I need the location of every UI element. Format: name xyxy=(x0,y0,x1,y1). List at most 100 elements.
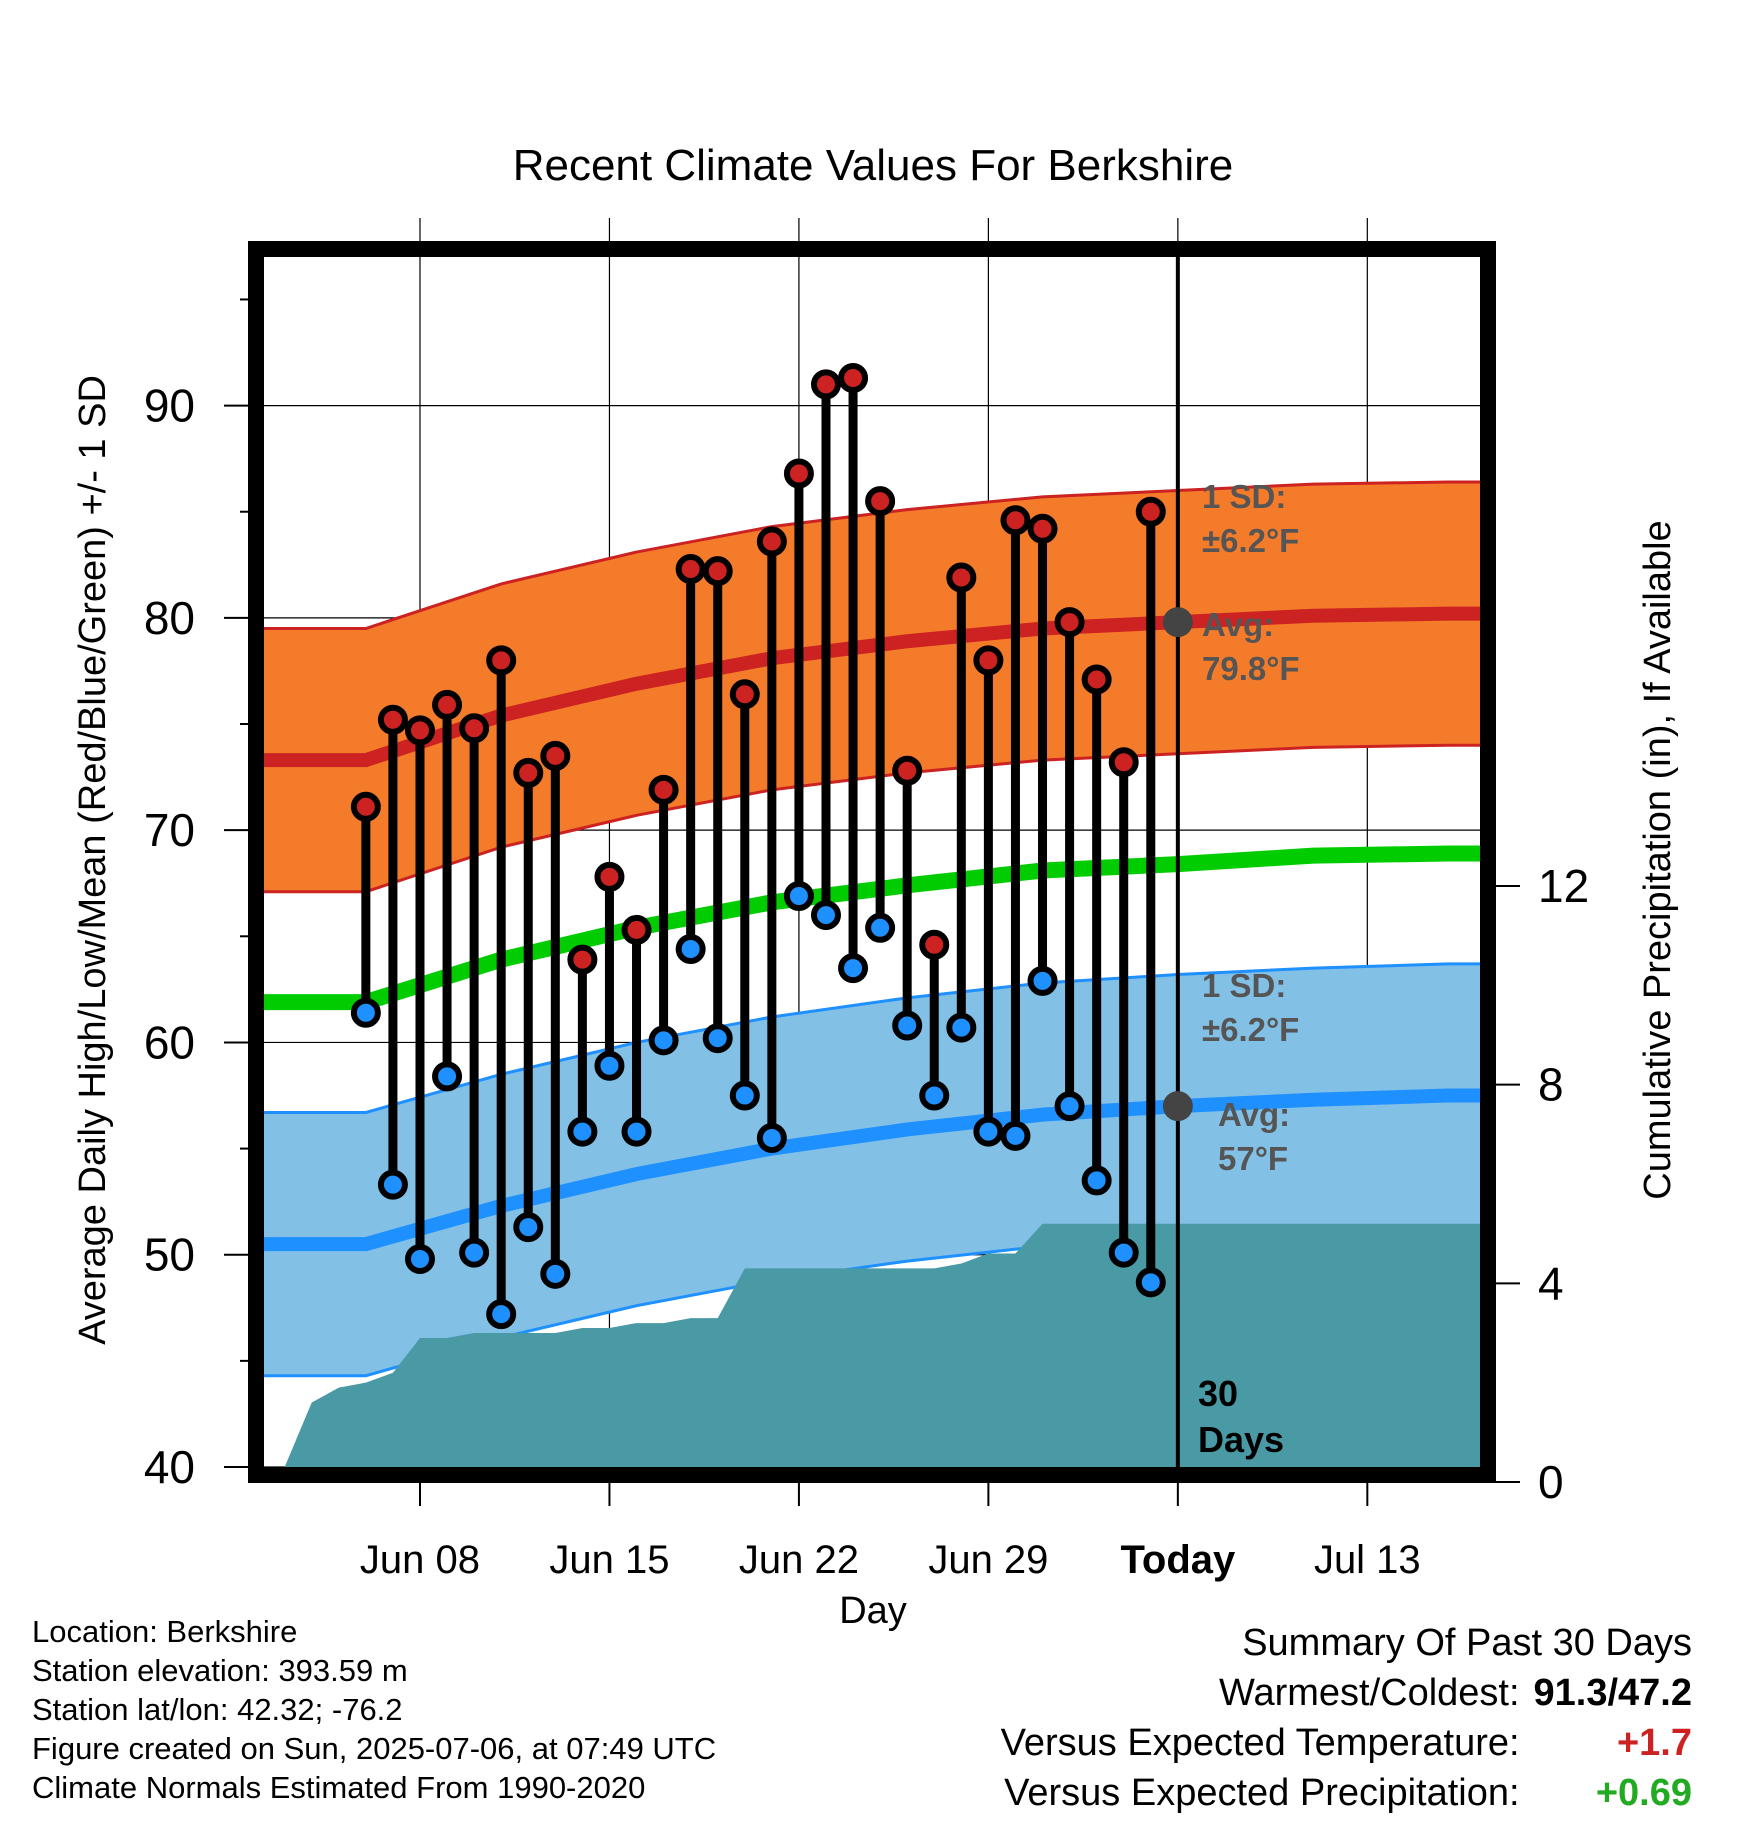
daily-high-point xyxy=(486,645,517,676)
y-tick-label-left: 90 xyxy=(144,380,195,432)
daily-low-point xyxy=(1000,1120,1031,1151)
daily-low-point xyxy=(729,1080,760,1111)
daily-high-point xyxy=(892,755,923,786)
summary-title: Summary Of Past 30 Days xyxy=(1242,1622,1692,1664)
precip-area xyxy=(284,1223,1481,1467)
daily-low-point xyxy=(1054,1091,1085,1122)
x-axis-label: Day xyxy=(839,1590,907,1632)
daily-low-point xyxy=(783,880,814,911)
daily-low-point xyxy=(946,1012,977,1043)
daily-low-point xyxy=(621,1116,652,1147)
daily-high-point xyxy=(513,757,544,788)
warmest-label: Warmest/Coldest: xyxy=(1218,1672,1520,1714)
low-avg-label: Avg: xyxy=(1218,1096,1290,1133)
daily-low-point xyxy=(1027,965,1058,996)
x-tick-label: Jun 15 xyxy=(549,1538,669,1582)
daily-high-point xyxy=(594,861,625,892)
daily-high-point xyxy=(648,774,679,805)
daily-low-point xyxy=(350,997,381,1028)
daily-high-point xyxy=(459,713,490,744)
y-tick-label-left: 80 xyxy=(144,592,195,644)
daily-high-point xyxy=(350,791,381,822)
avg-low-line xyxy=(263,1088,1481,1252)
daily-low-point xyxy=(540,1258,571,1289)
y-tick-label-left: 60 xyxy=(144,1016,195,1068)
y-axis-label-left: Average Daily High/Low/Mean (Red/Blue/Gr… xyxy=(72,375,114,1345)
daily-low-point xyxy=(756,1122,787,1153)
daily-low-point xyxy=(702,1023,733,1054)
daily-low-point xyxy=(919,1080,950,1111)
x-axis: Jun 08 Jun 15 Jun 22 Jun 29 Today Jul 13 xyxy=(360,1475,1421,1582)
daily-low-point xyxy=(675,934,706,965)
daily-low-point xyxy=(865,912,896,943)
today-avg-low-marker xyxy=(1162,1091,1193,1122)
daily-low-point xyxy=(973,1116,1004,1147)
station-info: Location: Berkshire Station elevation: 3… xyxy=(32,1612,716,1807)
x-tick-label: Jun 22 xyxy=(739,1538,859,1582)
daily-range-stems xyxy=(361,378,1156,1315)
y-axis-left: 40 50 60 70 80 90 xyxy=(144,298,256,1493)
x-tick-label: Jun 29 xyxy=(928,1538,1048,1582)
daily-low-point xyxy=(432,1061,463,1092)
daily-high-point xyxy=(567,944,598,975)
daily-high-point xyxy=(1000,505,1031,536)
low-avg-value: 57°F xyxy=(1218,1140,1288,1177)
daily-high-point xyxy=(621,914,652,945)
low-sd-value: ±6.2°F xyxy=(1202,1011,1299,1048)
daily-high-point xyxy=(1054,607,1085,638)
y-axis-right: 0 4 8 12 xyxy=(1488,860,1589,1508)
days-label-number: 30 xyxy=(1198,1373,1238,1414)
temp-vs-expected-label: Versus Expected Temperature: xyxy=(1000,1722,1520,1764)
daily-high-point xyxy=(540,740,571,771)
y-tick-label-right: 12 xyxy=(1538,860,1589,912)
daily-high-point xyxy=(919,929,950,960)
info-elevation: Station elevation: 393.59 m xyxy=(32,1653,408,1688)
daily-points xyxy=(350,363,1166,1330)
daily-low-point xyxy=(377,1169,408,1200)
daily-low-point xyxy=(810,900,841,931)
plot-frame xyxy=(248,241,1496,1483)
today-avg-high-marker xyxy=(1162,607,1193,638)
daily-low-point xyxy=(486,1299,517,1330)
x-tick-label: Today xyxy=(1120,1538,1236,1582)
high-avg-value: 79.8°F xyxy=(1202,650,1300,687)
daily-low-point xyxy=(1108,1237,1139,1268)
daily-high-point xyxy=(783,458,814,489)
high-annotation: 1 SD: ±6.2°F Avg: 79.8°F 1 SD: ±6.2°F Av… xyxy=(1202,478,1300,1177)
daily-low-point xyxy=(1081,1165,1112,1196)
today-line-group xyxy=(1162,257,1193,1467)
daily-high-point xyxy=(675,554,706,585)
daily-high-point xyxy=(377,704,408,735)
low-sd-label: 1 SD: xyxy=(1202,967,1286,1004)
x-tick-label: Jul 13 xyxy=(1314,1538,1421,1582)
precip-vs-expected-value: +0.69 xyxy=(1595,1772,1692,1814)
warmest-value: 91.3/47.2 xyxy=(1533,1672,1692,1714)
daily-low-point xyxy=(1135,1267,1166,1298)
daily-high-point xyxy=(865,486,896,517)
daily-high-point xyxy=(1027,513,1058,544)
daily-high-point xyxy=(1108,747,1139,778)
daily-low-point xyxy=(648,1025,679,1056)
high-sd-value: ±6.2°F xyxy=(1202,522,1299,559)
chart-title: Recent Climate Values For Berkshire xyxy=(513,141,1234,190)
temp-vs-expected-value: +1.7 xyxy=(1616,1722,1692,1764)
daily-high-point xyxy=(756,526,787,557)
info-location: Location: Berkshire xyxy=(32,1614,298,1649)
days-label-word: Days xyxy=(1198,1419,1284,1460)
x-tick-label: Jun 08 xyxy=(360,1538,480,1582)
y-tick-label-right: 0 xyxy=(1538,1456,1564,1508)
daily-low-point xyxy=(513,1212,544,1243)
daily-high-point xyxy=(838,363,869,393)
high-sd-label: 1 SD: xyxy=(1202,478,1286,515)
daily-high-point xyxy=(702,556,733,587)
daily-high-point xyxy=(810,369,841,400)
cumulative-precip-area xyxy=(284,1223,1481,1467)
y-tick-label-left: 50 xyxy=(144,1229,195,1281)
info-latlon: Station lat/lon: 42.32; -76.2 xyxy=(32,1692,403,1727)
daily-low-point xyxy=(594,1050,625,1081)
daily-high-point xyxy=(729,679,760,710)
info-created: Figure created on Sun, 2025-07-06, at 07… xyxy=(32,1731,717,1766)
daily-high-point xyxy=(432,689,463,720)
daily-high-point xyxy=(946,562,977,593)
